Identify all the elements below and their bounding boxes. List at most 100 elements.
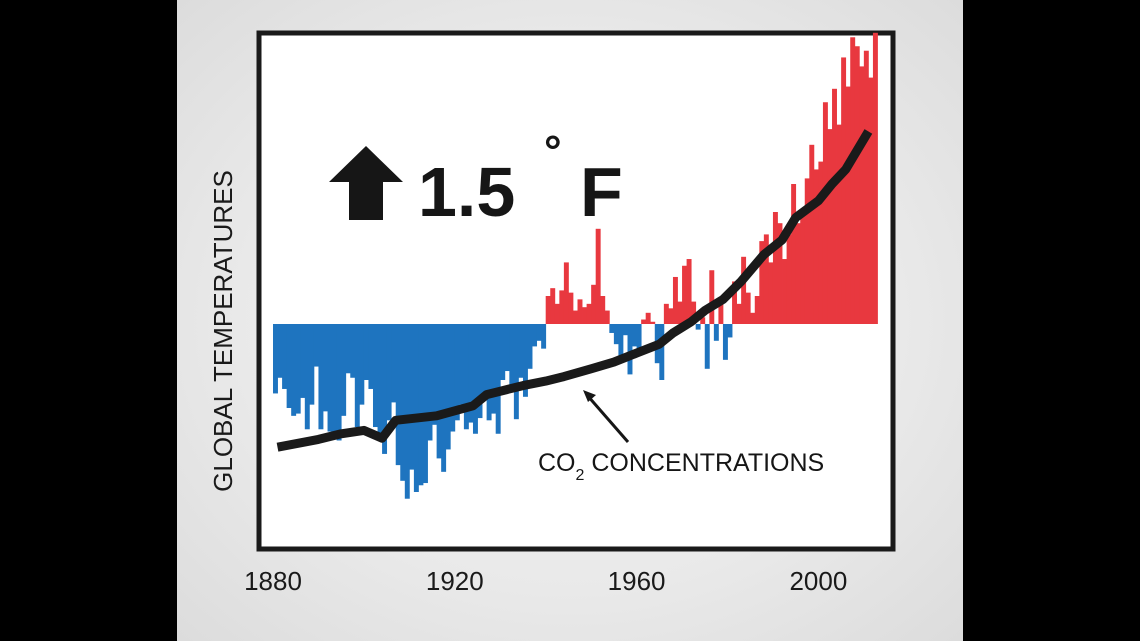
anomaly-bar-1904 (382, 324, 388, 454)
x-tick-1880: 1880 (244, 566, 302, 596)
anomaly-bar-1935 (522, 324, 528, 397)
anomaly-bar-1952 (600, 296, 606, 324)
anomaly-bar-1954 (609, 324, 615, 333)
co2-line (276, 129, 873, 452)
anomaly-bar-1921 (459, 324, 465, 405)
anomaly-bar-1883 (286, 324, 292, 408)
anomaly-bar-1960 (636, 324, 642, 352)
anomaly-bar-1968 (672, 276, 678, 324)
anomaly-bar-1965 (659, 324, 665, 380)
anomaly-bar-1980 (727, 324, 733, 338)
anomaly-bar-1880 (273, 324, 278, 394)
x-axis-ticks: 1880 1920 1960 2000 (244, 566, 847, 596)
anomaly-bar-1953 (604, 310, 610, 324)
anomaly-bar-1931 (504, 324, 510, 372)
anomaly-bar-2006 (845, 86, 851, 324)
anomaly-bar-1957 (622, 324, 628, 336)
anomaly-bar-1934 (518, 324, 524, 378)
anomaly-bar-2010 (863, 50, 869, 324)
anomaly-bar-2001 (822, 102, 828, 325)
up-arrow-icon (329, 146, 403, 220)
anomaly-bar-1991 (777, 223, 783, 324)
anomaly-bar-2000 (818, 161, 824, 324)
anomaly-bar-1884 (291, 324, 297, 416)
anomaly-bar-1913 (422, 324, 428, 484)
anomaly-bar-1899 (359, 324, 365, 405)
anomaly-bar-1907 (395, 324, 401, 466)
anomaly-bar-1920 (454, 324, 460, 421)
anomaly-bar-1950 (591, 284, 597, 324)
headline-unit: F (580, 153, 623, 231)
anomaly-bar-1923 (468, 324, 474, 423)
anomaly-bar-1961 (641, 319, 647, 324)
anomaly-bar-1990 (772, 212, 778, 324)
anomaly-bar-2012 (872, 32, 878, 325)
anomaly-bar-1922 (463, 324, 469, 430)
anomaly-bar-1894 (336, 324, 342, 441)
anomaly-bar-1994 (791, 184, 797, 324)
anomaly-bar-1967 (668, 308, 674, 324)
anomaly-bar-1946 (572, 310, 578, 324)
anomaly-bar-1984 (745, 292, 751, 324)
co2-line-group (276, 129, 873, 452)
anomaly-bar-1898 (354, 324, 360, 428)
anomaly-bar-1974 (700, 317, 706, 324)
anomaly-bar-1906 (391, 324, 397, 403)
annotation-subscript: 2 (576, 467, 585, 484)
anomaly-bar-1896 (345, 324, 351, 374)
anomaly-bar-2002 (827, 129, 833, 324)
anomaly-bar-1928 (491, 324, 497, 414)
anomaly-bar-1897 (350, 324, 356, 378)
anomaly-bar-1886 (300, 324, 306, 398)
anomaly-bar-1903 (377, 324, 383, 436)
anomaly-bar-2009 (859, 66, 865, 325)
anomaly-bar-1927 (486, 324, 492, 421)
anomaly-bar-1909 (404, 324, 410, 499)
anomaly-bar-1981 (732, 281, 737, 324)
anomaly-bar-1951 (595, 228, 601, 324)
anomaly-bar-2003 (832, 88, 837, 324)
anomaly-bar-1944 (563, 262, 569, 324)
anomaly-bar-1949 (586, 303, 592, 324)
anomaly-bar-1993 (786, 234, 792, 324)
anomaly-bar-1997 (804, 178, 810, 324)
anomaly-bar-1970 (682, 265, 687, 324)
x-tick-1920: 1920 (426, 566, 484, 596)
anomaly-bar-1933 (513, 324, 519, 420)
anomaly-bar-1895 (341, 324, 347, 416)
anomaly-bar-1976 (709, 270, 715, 324)
anomaly-bar-1939 (541, 324, 547, 349)
anomaly-bar-1914 (427, 324, 433, 441)
anomaly-bar-1892 (327, 324, 333, 432)
annotation-concentrations: CONCENTRATIONS (584, 449, 824, 477)
anomaly-bar-1988 (763, 234, 769, 324)
anomaly-bar-1987 (759, 241, 765, 324)
anomaly-bar-2011 (868, 77, 874, 324)
anomaly-bar-1996 (800, 214, 806, 324)
anomaly-bar-1972 (691, 301, 697, 324)
anomaly-bar-1919 (450, 324, 456, 432)
anomaly-bar-1955 (613, 324, 619, 345)
anomaly-bar-1956 (618, 324, 624, 360)
anomaly-bar-1942 (554, 303, 560, 324)
anomaly-bar-1959 (632, 324, 638, 347)
anomaly-bar-1983 (741, 256, 747, 324)
anomaly-bar-1992 (782, 259, 787, 324)
anomaly-bar-1936 (527, 324, 533, 369)
anomaly-bar-1938 (536, 324, 542, 341)
anomaly-bar-1905 (386, 324, 392, 421)
anomaly-bar-1885 (295, 324, 301, 414)
anomaly-bar-1979 (722, 324, 728, 360)
annotation-arrowhead (583, 390, 596, 402)
anomaly-bar-1932 (509, 324, 515, 386)
anomaly-bar-1966 (663, 303, 669, 324)
anomaly-bar-1973 (695, 324, 701, 330)
svg-text:CO2 CONCENTRATIONS: CO2 CONCENTRATIONS (538, 449, 824, 484)
anomaly-bar-1918 (445, 324, 451, 450)
anomaly-bar-1969 (677, 301, 683, 324)
anomaly-bar-2004 (836, 124, 842, 324)
anomaly-bar-1881 (277, 324, 283, 378)
anomaly-bar-2005 (841, 57, 847, 324)
anomaly-bar-1917 (441, 324, 447, 472)
anomaly-bar-1890 (318, 324, 324, 430)
